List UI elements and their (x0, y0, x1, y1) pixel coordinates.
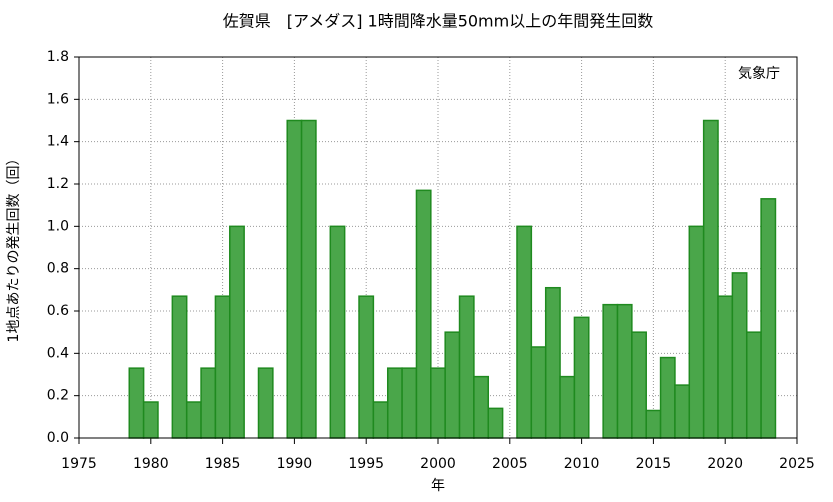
bar (659, 356, 676, 439)
x-tick-label: 1985 (205, 456, 241, 472)
chart-title: 佐賀県 [アメダス] 1時間降水量50mm以上の年間発生回数 (223, 12, 653, 31)
bar (573, 316, 590, 439)
bar (731, 272, 748, 439)
bar (257, 367, 274, 439)
bar (516, 225, 533, 439)
x-tick-label: 2015 (636, 456, 672, 472)
bar (142, 401, 159, 439)
x-tick-label: 1980 (133, 456, 169, 472)
bar (214, 295, 231, 439)
bar (473, 375, 490, 439)
x-tick-label: 1990 (277, 456, 313, 472)
x-axis-label: 年 (431, 478, 445, 494)
x-tick-label: 2020 (707, 456, 743, 472)
bar (458, 295, 475, 439)
bar (717, 295, 734, 439)
bar (229, 225, 245, 439)
bar (171, 295, 188, 439)
bar (760, 198, 777, 439)
x-tick-label: 2005 (492, 456, 528, 472)
bar (559, 375, 576, 439)
y-tick-label: 0.4 (47, 345, 69, 361)
bar (444, 331, 461, 439)
y-axis-label: 1地点あたりの発生回数（回） (6, 152, 22, 343)
y-tick-label: 1.8 (47, 49, 69, 65)
x-tick-label: 2000 (420, 456, 456, 472)
x-tick-label: 2010 (564, 456, 600, 472)
x-tick-label: 2025 (779, 456, 815, 472)
bar (128, 367, 145, 439)
y-tick-label: 0.2 (47, 388, 69, 404)
bar (616, 303, 633, 439)
bar (487, 407, 504, 439)
bar (372, 401, 389, 439)
bar (631, 331, 647, 439)
y-tick-label: 0.6 (47, 303, 69, 319)
bar (329, 225, 346, 439)
annotation: 気象庁 (738, 66, 780, 82)
y-tick-label: 1.6 (47, 91, 69, 107)
bar (415, 189, 432, 439)
y-tick-label: 1.0 (47, 218, 69, 234)
bar (200, 367, 217, 439)
plot-frame (78, 56, 798, 439)
bar (300, 119, 317, 439)
bar (386, 367, 403, 439)
bar (674, 384, 691, 439)
y-tick-label: 1.2 (47, 176, 69, 192)
bar (645, 409, 662, 439)
bar (430, 367, 446, 439)
bar (745, 331, 762, 439)
bar (702, 119, 719, 439)
bar (544, 286, 561, 439)
bar (286, 119, 303, 439)
bar (401, 367, 418, 439)
y-tick-label: 0.8 (47, 261, 69, 277)
x-tick-label: 1975 (61, 456, 97, 472)
bar (530, 346, 547, 439)
bar (688, 225, 705, 439)
bar (358, 295, 375, 439)
y-tick-label: 0.0 (47, 430, 69, 446)
bar (602, 303, 619, 439)
bar (185, 401, 202, 439)
x-tick-label: 1995 (348, 456, 384, 472)
y-tick-label: 1.4 (47, 134, 69, 150)
